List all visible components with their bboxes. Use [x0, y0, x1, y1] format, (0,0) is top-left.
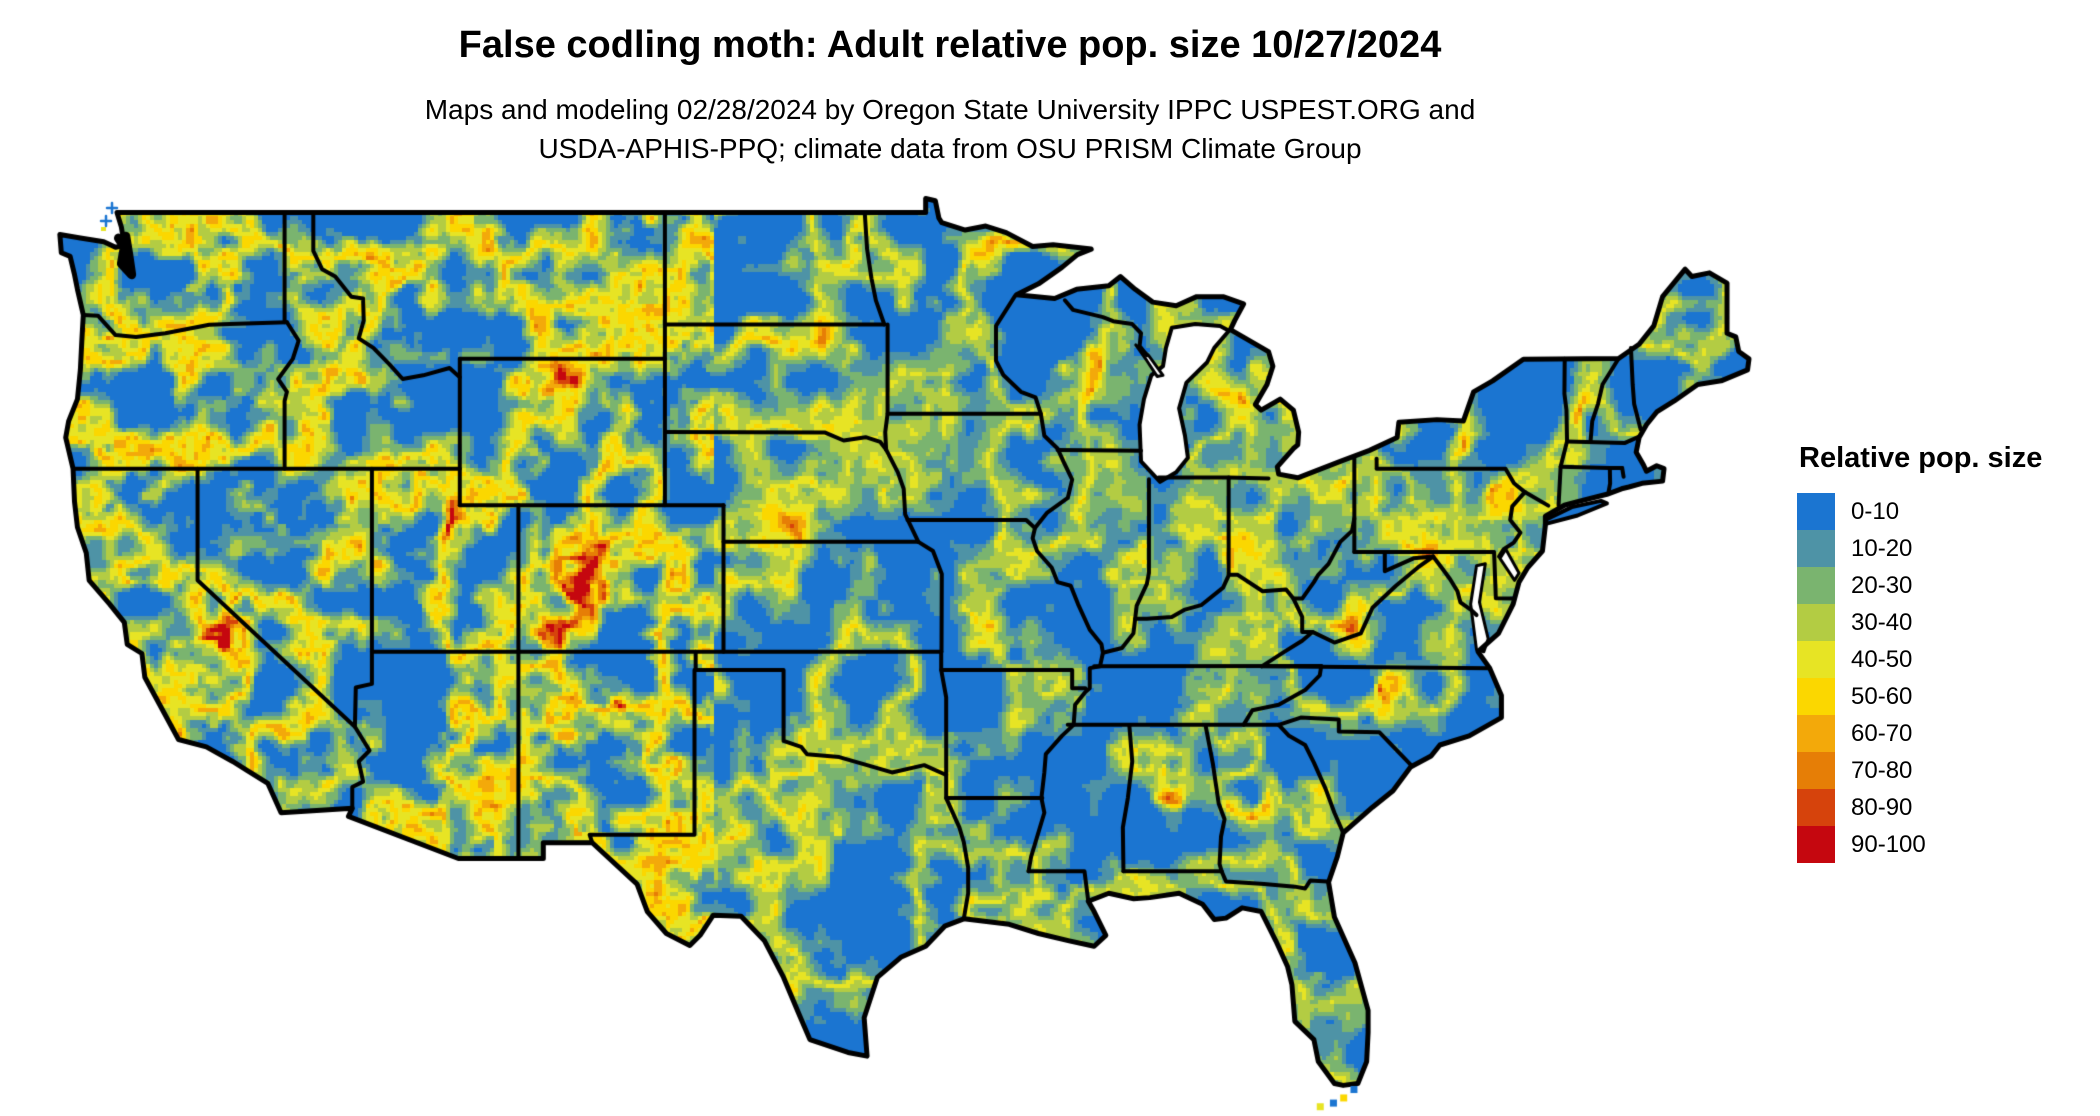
legend-swatch [1797, 752, 1835, 789]
legend-swatch [1797, 789, 1835, 826]
legend-row: 50-60 [1797, 678, 2097, 715]
map-subtitle-line1: Maps and modeling 02/28/2024 by Oregon S… [424, 94, 1476, 125]
legend-swatch [1797, 567, 1835, 604]
legend-row: 80-90 [1797, 789, 2097, 826]
page-title: False codling moth: Adult relative pop. … [458, 24, 1442, 66]
legend-label: 50-60 [1851, 682, 1913, 710]
legend-label: 90-100 [1851, 830, 1926, 858]
legend-swatch [1797, 826, 1835, 863]
legend-label: 20-30 [1851, 571, 1913, 599]
legend-label: 80-90 [1851, 793, 1913, 821]
legend-label: 10-20 [1851, 534, 1913, 562]
legend-row: 20-30 [1797, 567, 2097, 604]
legend-label: 60-70 [1851, 719, 1913, 747]
map-subtitle-line2: USDA-APHIS-PPQ; climate data from OSU PR… [538, 133, 1362, 164]
legend-row: 40-50 [1797, 641, 2097, 678]
legend-swatch [1797, 678, 1835, 715]
legend-swatch [1797, 530, 1835, 567]
legend-row: 30-40 [1797, 604, 2097, 641]
legend-label: 70-80 [1851, 756, 1913, 784]
legend-row: 0-10 [1797, 493, 2097, 530]
map-subtitle: Maps and modeling 02/28/2024 by Oregon S… [0, 90, 1900, 168]
legend-label: 30-40 [1851, 608, 1913, 636]
legend-swatch [1797, 641, 1835, 678]
legend-row: 90-100 [1797, 826, 2097, 863]
legend-row: 70-80 [1797, 752, 2097, 789]
legend: Relative pop. size 0-10 10-20 20-30 30-40 40… [1797, 442, 2097, 863]
legend-label: 0-10 [1851, 497, 1900, 525]
legend-rows: 0-10 10-20 20-30 30-40 40-50 50-60 60-70 70-80 8… [1797, 493, 2097, 863]
legend-row: 60-70 [1797, 715, 2097, 752]
legend-swatch [1797, 493, 1835, 530]
legend-title: Relative pop. size [1799, 442, 2043, 474]
legend-label: 40-50 [1851, 645, 1913, 673]
legend-swatch [1797, 604, 1835, 641]
legend-swatch [1797, 715, 1835, 752]
legend-row: 10-20 [1797, 530, 2097, 567]
